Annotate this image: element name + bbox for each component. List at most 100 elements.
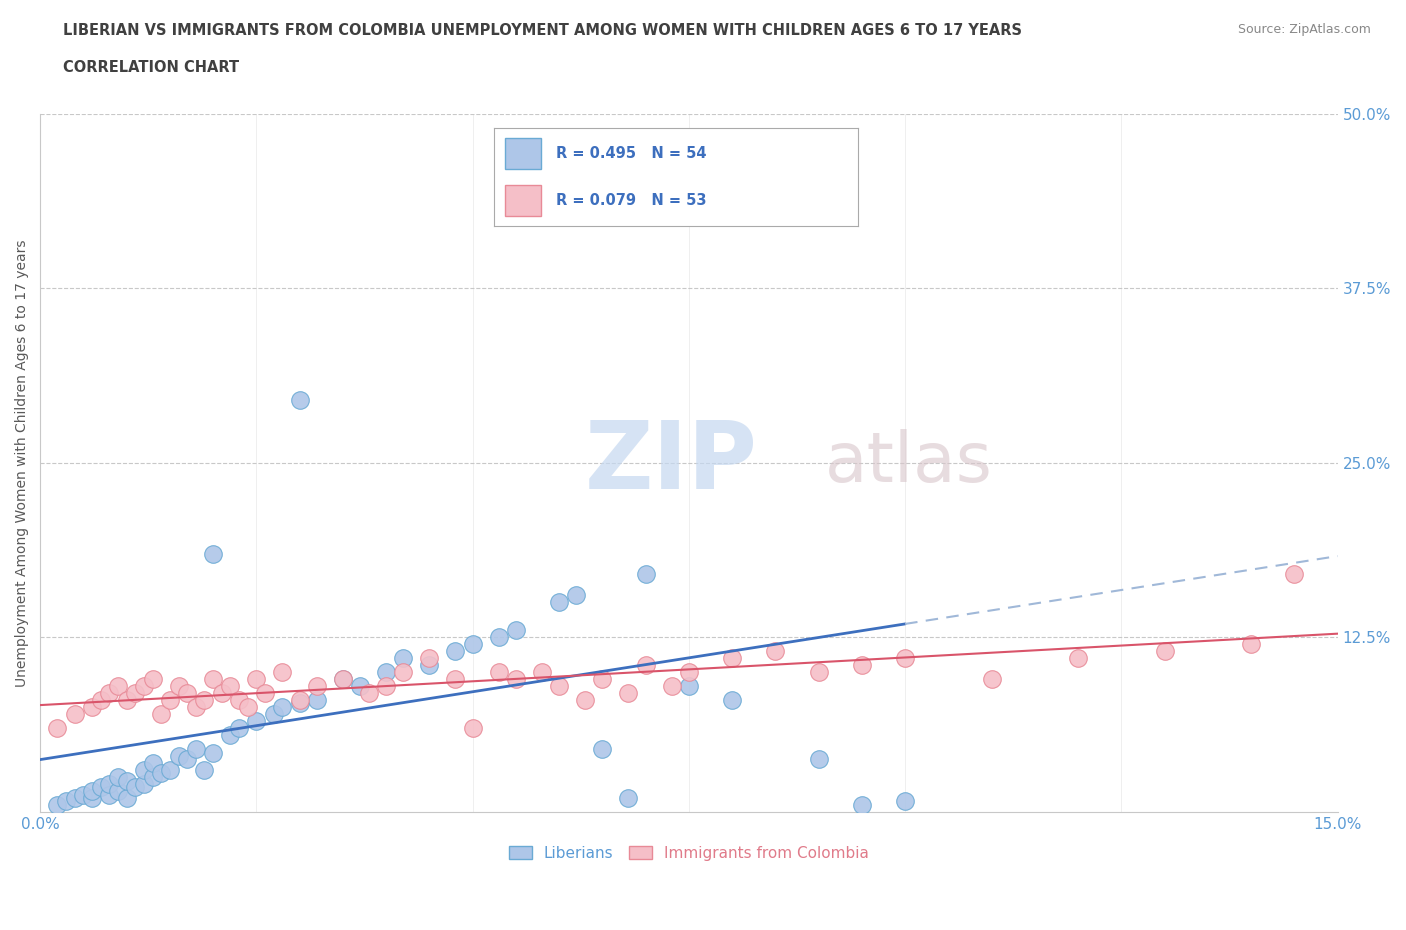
Point (167, 679, 190, 694)
Point (349, 679, 371, 694)
Point (219, 679, 242, 694)
Point (159, 693, 181, 708)
Point (461, 721, 484, 736)
Point (392, 651, 415, 666)
Point (1284, 567, 1306, 582)
Point (271, 699, 294, 714)
Point (332, 671, 354, 686)
Point (548, 595, 571, 610)
Point (894, 793, 917, 808)
Point (98, 685, 121, 700)
Point (418, 658, 440, 672)
Point (392, 665, 415, 680)
Point (124, 779, 146, 794)
Point (505, 623, 527, 638)
Point (115, 790, 138, 805)
Point (1067, 651, 1090, 666)
Point (678, 665, 700, 680)
Point (72, 788, 94, 803)
Point (894, 651, 917, 666)
Point (807, 751, 830, 766)
Point (357, 685, 380, 700)
Point (591, 671, 613, 686)
Point (375, 665, 398, 680)
Point (980, 671, 1002, 686)
Point (63, 790, 86, 805)
Point (617, 685, 640, 700)
Point (228, 721, 250, 736)
Point (142, 671, 165, 686)
Text: ZIP: ZIP (585, 417, 758, 509)
Point (193, 763, 215, 777)
Point (661, 679, 683, 694)
Point (851, 797, 873, 812)
Point (132, 679, 155, 694)
Point (305, 693, 328, 708)
Point (375, 679, 398, 694)
Point (678, 679, 700, 694)
Point (80, 783, 103, 798)
Point (263, 707, 285, 722)
Text: Source: ZipAtlas.com: Source: ZipAtlas.com (1237, 23, 1371, 36)
Point (548, 679, 571, 694)
Point (107, 679, 129, 694)
Point (107, 783, 129, 798)
Legend: Liberians, Immigrants from Colombia: Liberians, Immigrants from Colombia (503, 840, 875, 867)
Point (90, 779, 112, 794)
Point (150, 765, 173, 780)
Point (721, 693, 744, 708)
Point (807, 665, 830, 680)
Point (63, 707, 86, 722)
Point (574, 693, 596, 708)
Point (591, 741, 613, 756)
Y-axis label: Unemployment Among Women with Children Ages 6 to 17 years: Unemployment Among Women with Children A… (15, 239, 30, 686)
Point (80, 790, 103, 805)
Point (142, 755, 165, 770)
Point (488, 665, 510, 680)
Point (124, 685, 146, 700)
Point (488, 630, 510, 644)
Point (461, 637, 484, 652)
Point (288, 392, 311, 407)
Point (184, 699, 207, 714)
Point (98, 777, 121, 791)
Point (305, 679, 328, 694)
Point (132, 777, 155, 791)
Point (98, 788, 121, 803)
Point (46, 797, 69, 812)
Point (46, 721, 69, 736)
Point (332, 671, 354, 686)
Point (1240, 637, 1263, 652)
Point (634, 658, 657, 672)
Point (288, 693, 311, 708)
Point (245, 713, 267, 728)
Point (253, 685, 276, 700)
Point (228, 693, 250, 708)
Text: LIBERIAN VS IMMIGRANTS FROM COLOMBIA UNEMPLOYMENT AMONG WOMEN WITH CHILDREN AGES: LIBERIAN VS IMMIGRANTS FROM COLOMBIA UNE… (63, 23, 1022, 38)
Point (444, 644, 467, 658)
Point (202, 546, 225, 561)
Point (202, 671, 225, 686)
Point (176, 685, 198, 700)
Point (530, 665, 553, 680)
Point (1153, 644, 1175, 658)
Point (418, 651, 440, 666)
Text: CORRELATION CHART: CORRELATION CHART (63, 60, 239, 75)
Point (193, 693, 215, 708)
Point (176, 751, 198, 766)
Point (617, 790, 640, 805)
Point (80, 699, 103, 714)
Point (184, 741, 207, 756)
Text: atlas: atlas (825, 430, 993, 497)
Point (245, 671, 267, 686)
Point (288, 696, 311, 711)
Point (505, 205, 527, 219)
Point (444, 671, 467, 686)
Point (132, 763, 155, 777)
Point (107, 769, 129, 784)
Point (167, 749, 190, 764)
Point (55, 793, 77, 808)
Point (159, 763, 181, 777)
Point (115, 693, 138, 708)
Point (211, 685, 233, 700)
